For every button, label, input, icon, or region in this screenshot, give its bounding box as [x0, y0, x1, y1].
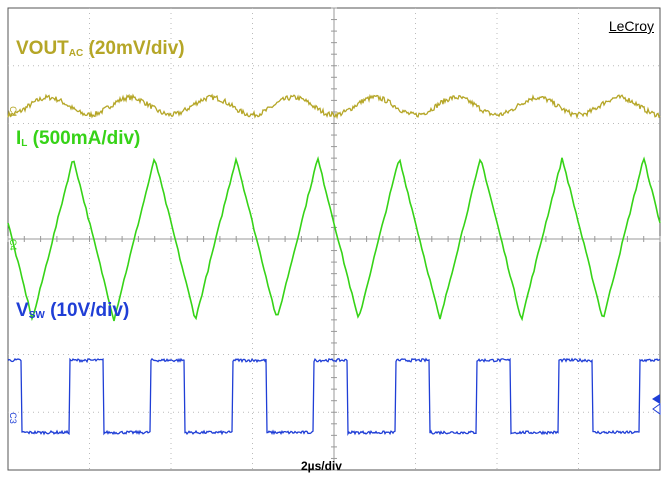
trace-il	[7, 156, 661, 322]
il-label-sub: L	[21, 138, 28, 149]
channel-marker-vout: C1	[8, 106, 18, 118]
il-label-main: I	[16, 128, 22, 149]
channel-marker-vsw: C3	[8, 412, 18, 424]
channel-markers: C1 C4 C3	[8, 106, 661, 424]
vsw-label-sub: SW	[28, 310, 45, 321]
vout-label-sub: AC	[68, 48, 84, 59]
vsw-label-scale: (10V/div)	[44, 300, 130, 321]
grid	[7, 7, 661, 471]
vsw-label: VSW (10V/div)	[16, 300, 129, 322]
vout-label: VOUTAC (20mV/div)	[16, 38, 185, 60]
timebase-label: 2µs/div	[301, 459, 342, 473]
trace-vout	[7, 93, 661, 120]
trigger-arrow-icon	[652, 394, 660, 404]
channel-marker-il: C4	[8, 239, 18, 251]
trace-vsw	[7, 357, 661, 437]
il-label: IL (500mA/div)	[16, 128, 140, 150]
trigger-level-icon	[652, 403, 661, 415]
traces	[7, 93, 661, 437]
il-label-scale: (500mA/div)	[27, 128, 141, 149]
brand-logo: LeCroy	[608, 18, 654, 34]
vsw-label-main: V	[16, 300, 29, 321]
vout-label-main: VOUT	[16, 38, 69, 59]
vout-label-scale: (20mV/div)	[83, 38, 185, 59]
